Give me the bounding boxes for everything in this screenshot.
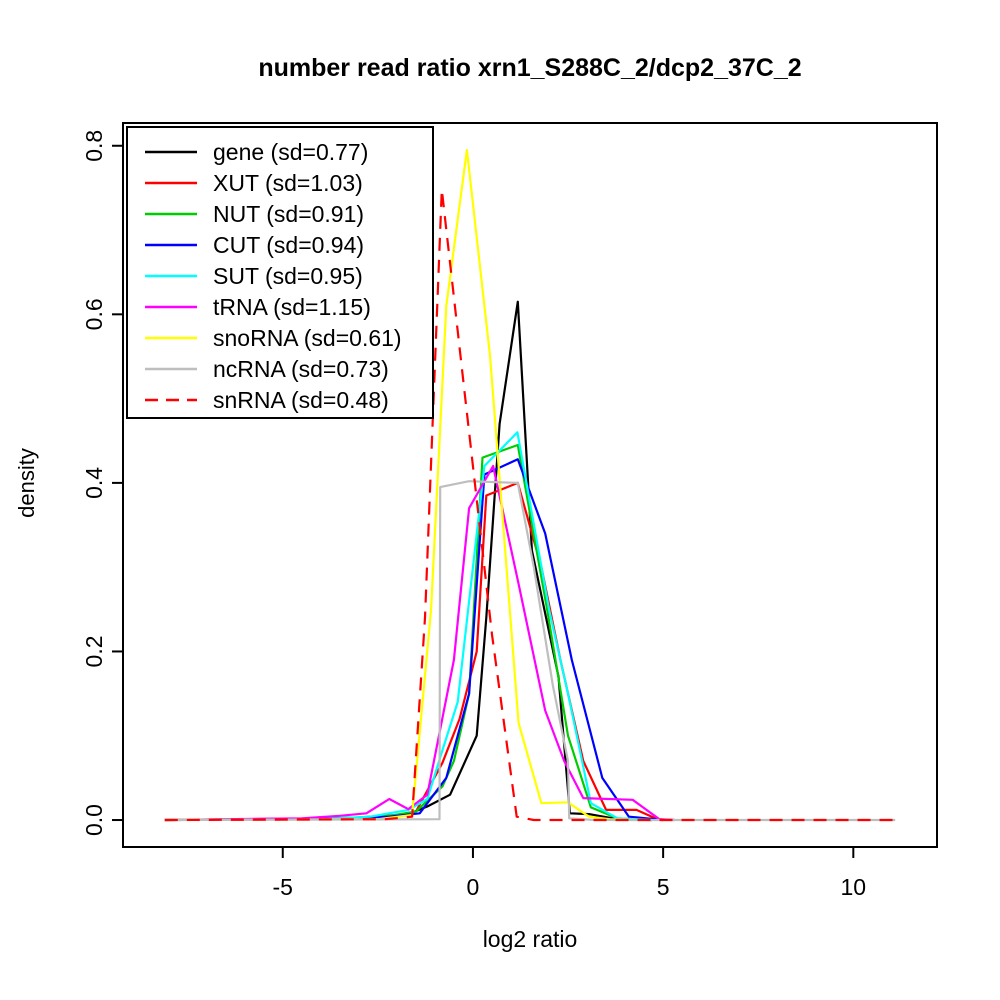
legend-item-label: snoRNA (sd=0.61) (213, 325, 402, 351)
curve-ncRNA (164, 480, 896, 822)
curve-XUT (164, 481, 675, 822)
legend-item-label: CUT (sd=0.94) (213, 232, 364, 258)
legend-item-label: gene (sd=0.77) (213, 139, 368, 165)
legend-item-label: SUT (sd=0.95) (213, 263, 363, 289)
curve-SUT (164, 431, 652, 822)
x-axis-label: log2 ratio (482, 926, 578, 952)
x-tick-label: -5 (273, 874, 293, 900)
legend-item-label: ncRNA (sd=0.73) (213, 356, 389, 382)
x-tick-label: 10 (841, 874, 867, 900)
legend-item-label: NUT (sd=0.91) (213, 201, 364, 227)
chart-title: number read ratio xrn1_S288C_2/dcp2_37C_… (258, 54, 802, 82)
curve-CUT (164, 458, 664, 822)
legend-item-label: snRNA (sd=0.48) (213, 387, 389, 413)
y-tick-label: 0.8 (81, 130, 107, 162)
y-tick-label: 0.0 (81, 804, 107, 836)
curve-NUT (164, 443, 652, 822)
legend-item-label: XUT (sd=1.03) (213, 170, 363, 196)
y-tick-label: 0.2 (81, 635, 107, 667)
plot-frame (122, 122, 938, 848)
curve-tRNA (164, 464, 675, 822)
x-tick-label: 5 (657, 874, 670, 900)
curve-snRNA (164, 188, 896, 822)
legend-item-label: tRNA (sd=1.15) (213, 294, 371, 320)
y-tick-label: 0.4 (81, 467, 107, 499)
x-tick-label: 0 (467, 874, 480, 900)
y-tick-label: 0.6 (81, 298, 107, 330)
